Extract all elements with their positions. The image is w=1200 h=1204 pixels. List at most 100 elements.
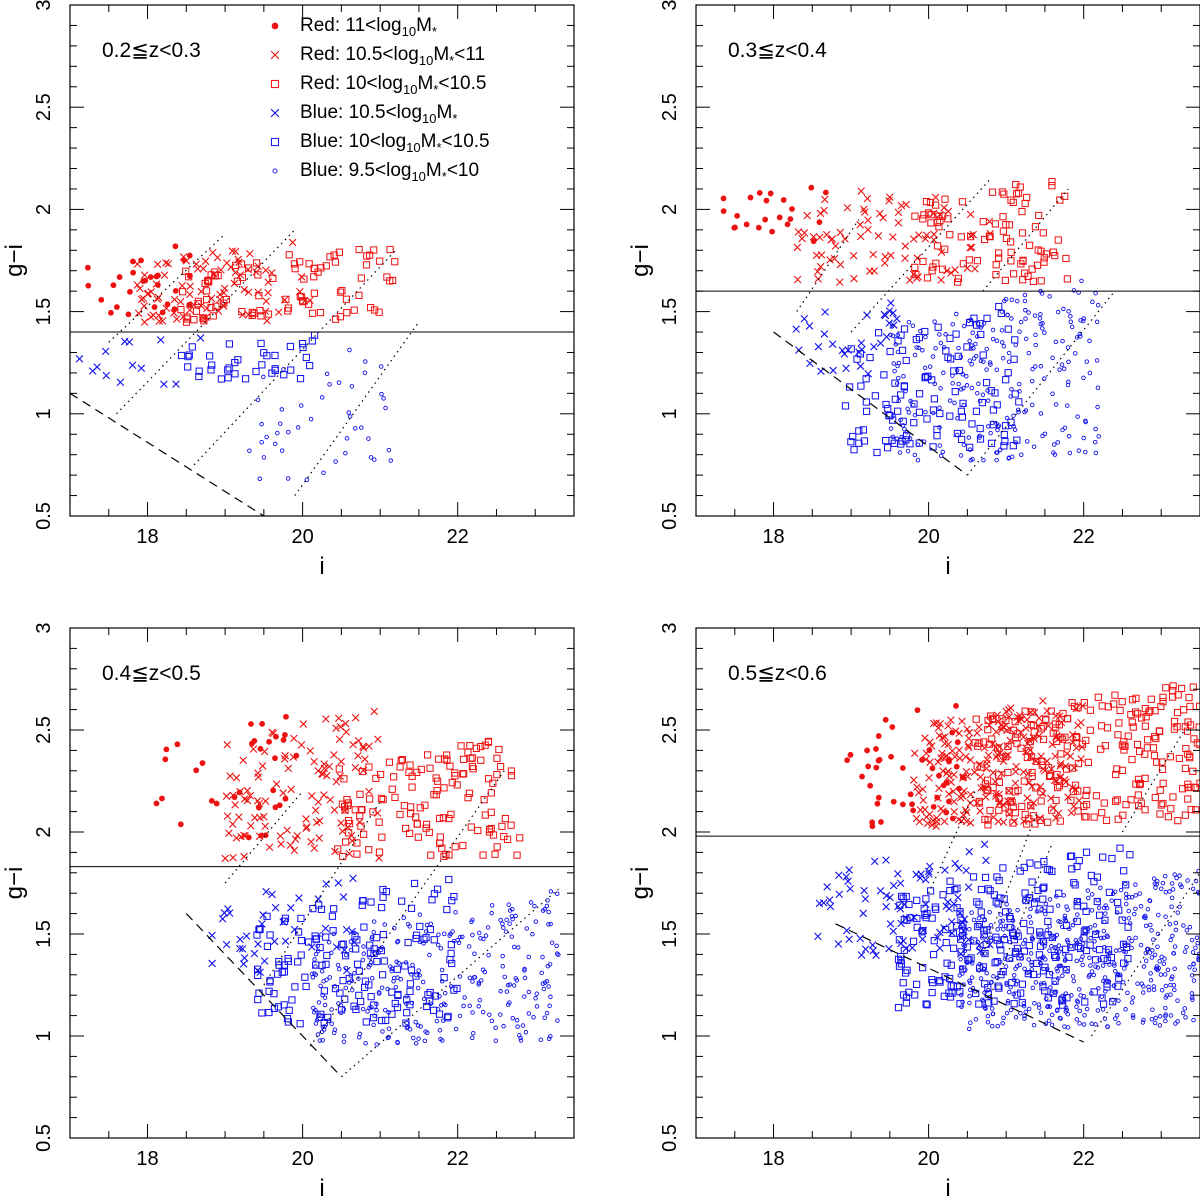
point-blue-circle	[313, 1007, 318, 1013]
point-blue-circle	[275, 430, 280, 436]
point-blue-circle	[1050, 935, 1055, 940]
point-blue-cross	[172, 380, 180, 388]
data-points	[153, 707, 561, 1047]
point-blue-square	[949, 982, 958, 990]
point-blue-circle	[954, 368, 960, 373]
point-blue-circle	[1081, 435, 1086, 441]
point-red-cross	[973, 799, 982, 807]
point-blue-square	[981, 949, 989, 958]
point-red-dot	[878, 819, 884, 825]
point-red-square	[365, 763, 373, 771]
point-blue-circle	[960, 971, 965, 976]
point-blue-square	[309, 905, 317, 913]
point-red-cross	[921, 734, 929, 742]
point-red-dot	[248, 721, 254, 727]
point-blue-circle	[1025, 439, 1030, 444]
point-red-cross	[932, 822, 940, 831]
point-blue-circle	[1062, 913, 1068, 919]
point-blue-circle	[462, 995, 467, 1000]
point-red-cross	[330, 806, 339, 814]
point-red-square	[451, 843, 459, 851]
point-blue-circle	[318, 983, 323, 989]
point-red-dot	[769, 228, 776, 235]
point-red-cross	[276, 832, 285, 840]
point-blue-square	[1045, 866, 1054, 874]
point-red-cross	[261, 266, 270, 275]
point-red-square	[1187, 805, 1195, 814]
point-blue-square	[895, 962, 904, 970]
point-red-square	[316, 308, 325, 317]
point-blue-square	[849, 432, 857, 441]
point-blue-square	[973, 898, 981, 906]
point-blue-circle	[298, 403, 304, 408]
point-red-dot	[127, 288, 133, 295]
point-blue-circle	[1012, 427, 1018, 433]
point-blue-square	[915, 408, 924, 416]
point-blue-circle	[987, 909, 992, 915]
point-blue-circle	[343, 985, 349, 991]
point-red-cross	[937, 276, 945, 284]
point-blue-cross	[290, 925, 299, 934]
point-blue-circle	[395, 939, 400, 945]
point-blue-circle	[1029, 402, 1035, 408]
point-red-dot	[193, 767, 200, 774]
point-blue-circle	[1045, 1004, 1050, 1010]
point-red-cross	[136, 284, 144, 293]
x-axis-label: i	[319, 553, 324, 580]
point-blue-circle	[961, 323, 967, 329]
point-blue-circle	[1083, 418, 1088, 424]
point-blue-cross	[842, 873, 851, 881]
point-red-square	[1011, 718, 1019, 726]
point-blue-circle	[962, 928, 968, 933]
point-blue-square	[1000, 430, 1008, 439]
point-blue-circle	[1163, 983, 1169, 989]
point-red-cross	[940, 817, 949, 826]
point-red-square	[1025, 747, 1033, 755]
point-blue-square	[254, 995, 262, 1004]
point-blue-circle	[1124, 901, 1129, 907]
point-red-square	[358, 767, 367, 776]
point-blue-circle	[981, 359, 986, 364]
point-blue-circle	[1006, 359, 1012, 365]
point-blue-circle	[361, 944, 366, 949]
point-blue-square	[1030, 899, 1039, 907]
point-blue-circle	[1130, 995, 1136, 1000]
point-blue-square	[1086, 941, 1094, 949]
point-blue-square	[1090, 878, 1098, 886]
point-red-square	[256, 307, 264, 315]
point-red-square	[400, 802, 408, 810]
point-red-cross	[984, 751, 993, 760]
point-blue-circle	[457, 934, 463, 940]
point-blue-circle	[1081, 375, 1086, 381]
point-red-square	[1078, 740, 1087, 748]
point-red-square	[336, 313, 344, 321]
point-red-cross	[158, 317, 167, 325]
point-blue-circle	[332, 1027, 338, 1033]
point-blue-circle	[372, 457, 377, 462]
point-blue-square	[270, 990, 278, 998]
point-blue-square	[1052, 953, 1060, 962]
point-blue-circle	[896, 360, 902, 366]
point-blue-circle	[989, 420, 995, 426]
point-blue-circle	[310, 974, 316, 980]
point-blue-circle	[1182, 949, 1188, 955]
point-blue-circle	[1089, 1021, 1094, 1027]
point-red-dot	[116, 274, 123, 280]
point-blue-square	[271, 351, 279, 360]
point-blue-circle	[1142, 913, 1148, 919]
point-blue-cross	[222, 940, 231, 949]
legend-marker-square	[270, 79, 280, 89]
point-red-square	[1048, 182, 1056, 190]
point-blue-circle	[1122, 940, 1127, 945]
point-blue-cross	[805, 322, 814, 330]
point-blue-cross	[955, 864, 963, 872]
point-blue-circle	[998, 919, 1003, 924]
point-blue-circle	[982, 1003, 988, 1009]
point-red-square	[1157, 702, 1165, 711]
point-blue-circle	[1149, 1016, 1155, 1022]
point-red-square	[1067, 796, 1075, 804]
point-blue-square	[953, 904, 961, 912]
point-blue-circle	[968, 987, 973, 993]
point-red-square	[1062, 254, 1070, 263]
point-blue-square	[1071, 881, 1079, 889]
